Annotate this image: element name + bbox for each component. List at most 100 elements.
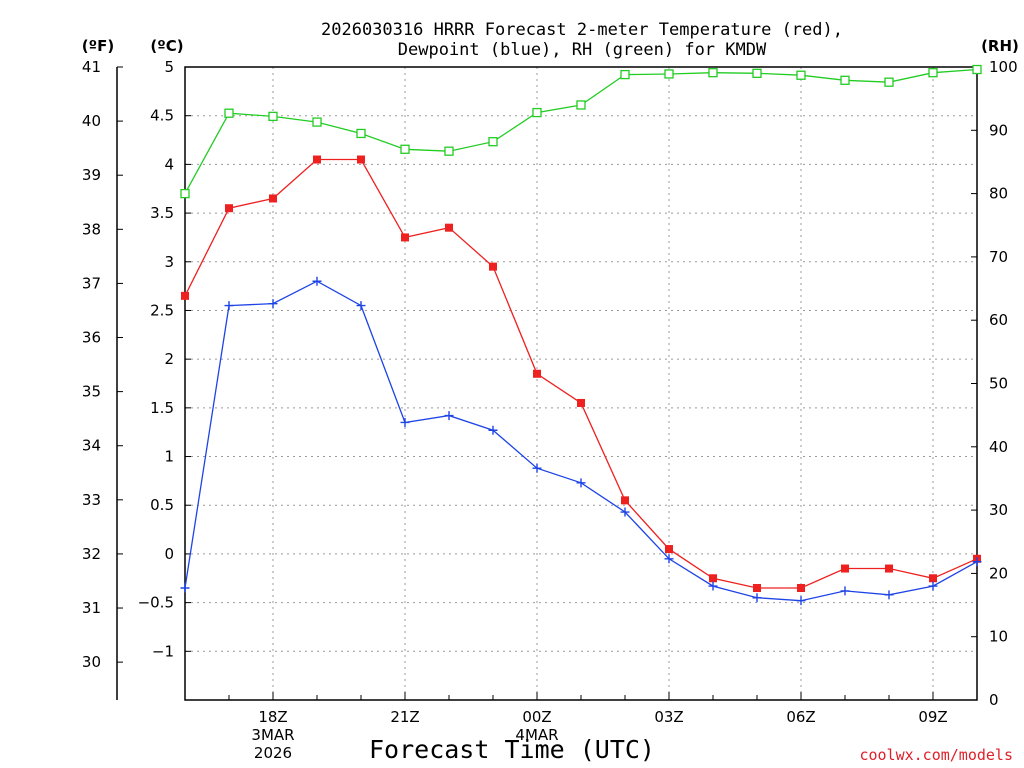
dewpoint-point	[972, 557, 982, 567]
rh-point	[576, 100, 586, 110]
rh-point	[180, 188, 190, 199]
rh-tick-label: 50	[989, 375, 1008, 393]
c-tick-label: 1	[164, 448, 174, 466]
rh-tick-label: 10	[989, 628, 1008, 646]
f-tick-label: 33	[82, 491, 101, 509]
c-tick-label: 5	[164, 58, 174, 76]
rh-point	[796, 70, 806, 80]
rh-point	[532, 107, 542, 118]
c-tick-label: 4.5	[150, 107, 174, 125]
rh-tick-label: 80	[989, 185, 1008, 203]
temperature-point	[621, 496, 629, 505]
fahrenheit-unit-label: (ºF)	[82, 37, 114, 55]
c-tick-label: 4	[164, 155, 174, 173]
f-tick-label: 31	[82, 599, 101, 617]
dewpoint-point	[664, 554, 674, 564]
temperature-point	[753, 584, 761, 593]
temperature-point	[401, 233, 409, 242]
rh-point	[620, 69, 630, 80]
dewpoint-point	[312, 276, 322, 286]
temperature-point	[269, 194, 277, 203]
chart-title-line2: Dewpoint (blue), RH (green) for KMDW	[398, 40, 767, 60]
c-tick-label: 0.5	[150, 496, 174, 514]
rh-tick-label: 40	[989, 438, 1008, 456]
series-line-dewpoint	[184, 280, 978, 602]
rh-point	[400, 144, 410, 154]
dewpoint-point	[444, 411, 454, 421]
x-tick-label: 2026	[254, 744, 292, 762]
rh-point	[884, 77, 894, 87]
temperature-point	[797, 584, 805, 593]
rh-tick-label: 20	[989, 564, 1008, 582]
dewpoint-point	[356, 301, 366, 311]
rh-unit-label: (RH)	[981, 37, 1019, 55]
c-tick-label: 1.5	[150, 399, 174, 417]
rh-point	[708, 68, 718, 78]
x-tick-label: 3MAR	[251, 726, 294, 744]
dewpoint-point	[180, 583, 190, 593]
data-series	[180, 64, 982, 606]
rh-point	[972, 64, 982, 75]
c-tick-label: 2	[164, 350, 174, 368]
celsius-axis: −1 −0.5 0 0.5 1 1.5 2 2.5 3 3.5 4 4.5 5	[138, 58, 191, 660]
rh-point	[356, 128, 366, 139]
temperature-point	[313, 155, 321, 164]
temperature-point	[533, 369, 541, 378]
series-1-group	[180, 276, 982, 606]
f-tick-label: 37	[82, 274, 101, 292]
c-tick-label: 2.5	[150, 301, 174, 319]
temperature-point	[357, 155, 365, 164]
dewpoint-point	[708, 581, 718, 591]
dewpoint-point	[532, 463, 542, 473]
rh-tick-label: 60	[989, 311, 1008, 329]
dewpoint-point	[884, 590, 894, 600]
chart-title-line1: 2026030316 HRRR Forecast 2-meter Tempera…	[321, 20, 843, 40]
plot-frame	[184, 66, 978, 701]
dewpoint-point	[224, 301, 234, 311]
c-tick-label: −1	[152, 642, 174, 660]
f-tick-label: 40	[82, 112, 101, 130]
c-tick-label: 3.5	[150, 204, 174, 222]
c-tick-label: 0	[164, 545, 174, 563]
rh-point	[752, 68, 762, 78]
temperature-point	[929, 574, 937, 583]
rh-point	[224, 108, 234, 118]
rh-point	[268, 111, 278, 122]
temperature-point	[577, 398, 585, 407]
f-tick-label: 41	[82, 58, 101, 76]
series-line-2-meter-temperature	[184, 158, 978, 589]
grid-lines	[185, 67, 977, 700]
x-tick-label: 21Z	[390, 708, 419, 726]
rh-point	[928, 68, 938, 78]
rh-point	[444, 146, 454, 156]
dewpoint-point	[752, 593, 762, 603]
temperature-point	[445, 223, 453, 232]
f-tick-label: 34	[82, 437, 101, 455]
rh-tick-label: 30	[989, 501, 1008, 519]
celsius-unit-label: (ºC)	[150, 37, 183, 55]
fahrenheit-axis: 30 31 32 33 34 35 36 37 38 39 40 41	[82, 58, 123, 671]
dewpoint-point	[928, 581, 938, 591]
dewpoint-point	[488, 425, 498, 435]
rh-point	[312, 117, 322, 127]
f-tick-label: 30	[82, 653, 101, 671]
dewpoint-point	[840, 586, 850, 596]
x-tick-label: 00Z	[522, 708, 551, 726]
series-0-group	[181, 155, 981, 593]
dewpoint-point	[620, 507, 630, 517]
dewpoint-point	[796, 596, 806, 606]
c-tick-label: −0.5	[138, 594, 174, 612]
series-line-rh	[184, 68, 978, 194]
temperature-point	[841, 564, 849, 573]
x-axis-label: Forecast Time (UTC)	[369, 735, 655, 764]
rh-tick-label: 0	[989, 691, 999, 709]
x-tick-label: 03Z	[654, 708, 683, 726]
c-tick-label: 3	[164, 253, 174, 271]
temperature-point	[885, 564, 893, 573]
dewpoint-point	[400, 417, 410, 427]
dewpoint-point	[268, 299, 278, 309]
rh-axis: 0 10 20 30 40 50 60 70 80 90 100	[971, 58, 1018, 709]
credit-text: coolwx.com/models	[859, 746, 1013, 764]
